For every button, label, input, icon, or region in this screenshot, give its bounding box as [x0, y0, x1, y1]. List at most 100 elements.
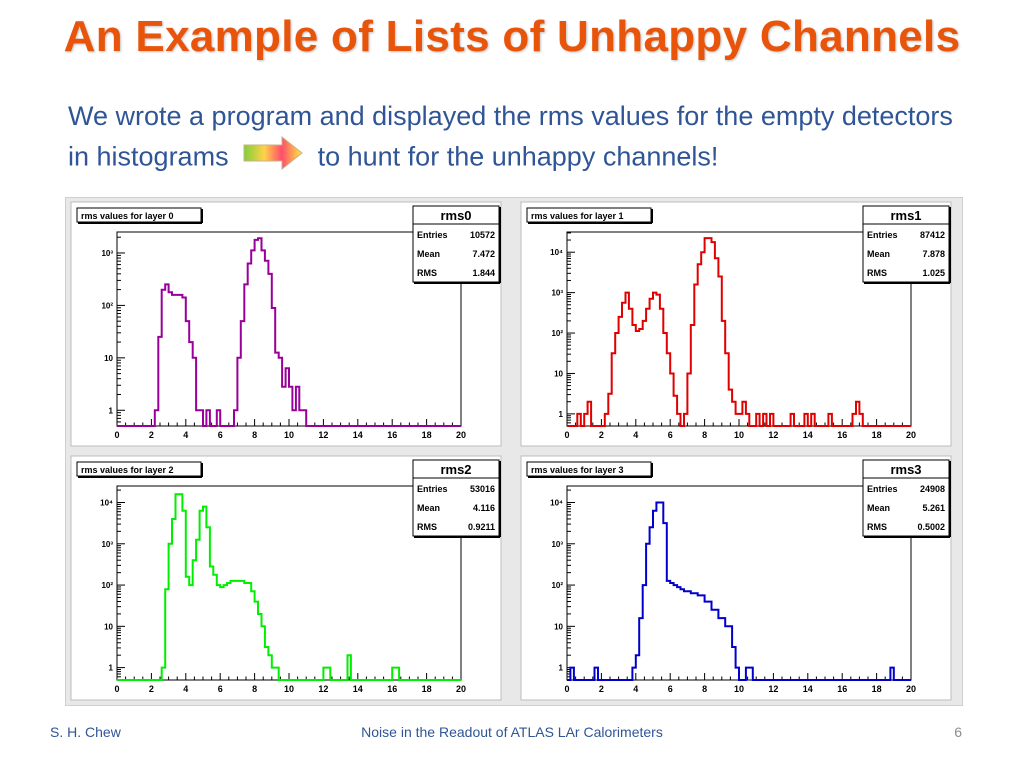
x-tick-label: 14	[803, 684, 813, 694]
x-tick-label: 2	[149, 684, 154, 694]
stats-value: 10572	[470, 230, 495, 240]
histogram-series-line	[567, 237, 911, 427]
stats-value: 24908	[920, 484, 945, 494]
stats-label: Entries	[867, 230, 898, 240]
histogram-canvas: 0 2 4 6 8 10 12 14 16 18 20 1 10 10² 10³ rms values for…	[70, 201, 502, 447]
x-tick-label: 12	[768, 684, 778, 694]
stats-name: rms0	[440, 208, 471, 223]
stats-label: Entries	[867, 484, 898, 494]
y-tick-label: 10	[554, 369, 563, 378]
x-tick-label: 20	[906, 684, 916, 694]
x-tick-label: 6	[668, 684, 673, 694]
slide-subtitle: We wrote a program and displayed the rms…	[68, 96, 978, 181]
x-tick-label: 4	[183, 430, 188, 440]
subtitle-text-1: We wrote a program and displayed the rms…	[68, 101, 953, 172]
gradient-arrow-icon	[242, 135, 304, 181]
y-tick-label: 10³	[101, 540, 113, 549]
x-tick-label: 20	[456, 430, 466, 440]
stats-value: 5.261	[922, 503, 945, 513]
x-tick-label: 10	[284, 430, 294, 440]
histogram-title-box: rms values for layer 3	[526, 461, 653, 478]
y-tick-label: 1	[109, 664, 114, 673]
x-tick-label: 4	[183, 684, 188, 694]
stats-value: 1.025	[922, 268, 945, 278]
x-tick-label: 18	[872, 430, 882, 440]
x-tick-label: 14	[353, 430, 363, 440]
histogram-series-line	[567, 501, 911, 681]
stats-name: rms1	[890, 208, 921, 223]
y-tick-label: 1	[559, 664, 564, 673]
slide-title: An Example of Lists of Unhappy Channels	[63, 12, 961, 61]
stats-name: rms3	[890, 462, 921, 477]
x-tick-label: 0	[114, 430, 119, 440]
stats-box: rms2 Entries 53016 Mean 4.116 RMS 0.9211	[412, 459, 501, 538]
x-tick-label: 14	[803, 430, 813, 440]
x-tick-label: 16	[387, 684, 397, 694]
footer-page-number: 6	[954, 724, 962, 740]
x-tick-label: 18	[872, 684, 882, 694]
x-tick-label: 8	[252, 684, 257, 694]
histogram-series-line	[117, 237, 461, 427]
y-tick-label: 1	[559, 410, 564, 419]
stats-label: Mean	[417, 249, 440, 259]
stats-box-frame	[412, 459, 500, 537]
x-tick-label: 0	[564, 430, 569, 440]
stats-label: RMS	[867, 522, 887, 532]
stats-label: Entries	[417, 230, 448, 240]
y-tick-label: 10⁴	[550, 248, 563, 257]
x-tick-label: 2	[599, 430, 604, 440]
x-tick-label: 8	[702, 430, 707, 440]
y-tick-label: 10²	[101, 301, 113, 310]
y-tick-label: 1	[109, 406, 114, 415]
y-tick-label: 10	[104, 622, 113, 631]
y-tick-label: 10³	[551, 540, 563, 549]
stats-value: 7.878	[922, 249, 945, 259]
stats-box-frame	[862, 205, 950, 283]
stats-value: 7.472	[472, 249, 495, 259]
histogram-title: rms values for layer 1	[531, 211, 624, 221]
x-tick-label: 6	[218, 430, 223, 440]
histogram-series-line	[117, 493, 461, 681]
x-tick-label: 10	[284, 684, 294, 694]
stats-value: 1.844	[472, 268, 495, 278]
stats-value: 0.9211	[468, 522, 495, 532]
stats-label: Entries	[417, 484, 448, 494]
histogram-title: rms values for layer 2	[81, 465, 174, 475]
x-tick-label: 20	[456, 684, 466, 694]
footer-author: S. H. Chew	[50, 724, 121, 740]
y-tick-label: 10²	[551, 329, 563, 338]
stats-box: rms0 Entries 10572 Mean 7.472 RMS 1.844	[412, 205, 501, 284]
y-tick-label: 10	[104, 354, 113, 363]
stats-value: 87412	[920, 230, 945, 240]
stats-box: rms1 Entries 87412 Mean 7.878 RMS 1.025	[862, 205, 951, 284]
histogram-title: rms values for layer 0	[81, 211, 174, 221]
stats-box-frame	[412, 205, 500, 283]
x-tick-label: 18	[422, 684, 432, 694]
stats-name: rms2	[440, 462, 471, 477]
x-tick-label: 16	[837, 430, 847, 440]
stats-label: RMS	[417, 522, 437, 532]
x-tick-label: 10	[734, 684, 744, 694]
histogram-canvas: 0 2 4 6 8 10 12 14 16 18 20 1 10 10² 10³ 10⁴ rms values …	[520, 455, 952, 701]
stats-value: 0.5002	[917, 522, 945, 532]
stats-value: 4.116	[473, 503, 495, 513]
x-tick-label: 8	[252, 430, 257, 440]
x-tick-label: 10	[734, 430, 744, 440]
stats-label: Mean	[417, 503, 440, 513]
y-tick-label: 10	[554, 622, 563, 631]
x-tick-label: 12	[318, 430, 328, 440]
x-tick-label: 2	[599, 684, 604, 694]
x-tick-label: 6	[668, 430, 673, 440]
histogram-title-box: rms values for layer 0	[76, 207, 203, 224]
stats-label: RMS	[867, 268, 887, 278]
footer-talk-title: Noise in the Readout of ATLAS LAr Calori…	[361, 724, 663, 740]
x-tick-label: 8	[702, 684, 707, 694]
x-tick-label: 20	[906, 430, 916, 440]
y-tick-label: 10²	[551, 581, 563, 590]
x-tick-label: 12	[768, 430, 778, 440]
stats-label: Mean	[867, 503, 890, 513]
x-tick-label: 12	[318, 684, 328, 694]
x-tick-label: 4	[633, 684, 638, 694]
histogram-title-box: rms values for layer 1	[526, 207, 653, 224]
